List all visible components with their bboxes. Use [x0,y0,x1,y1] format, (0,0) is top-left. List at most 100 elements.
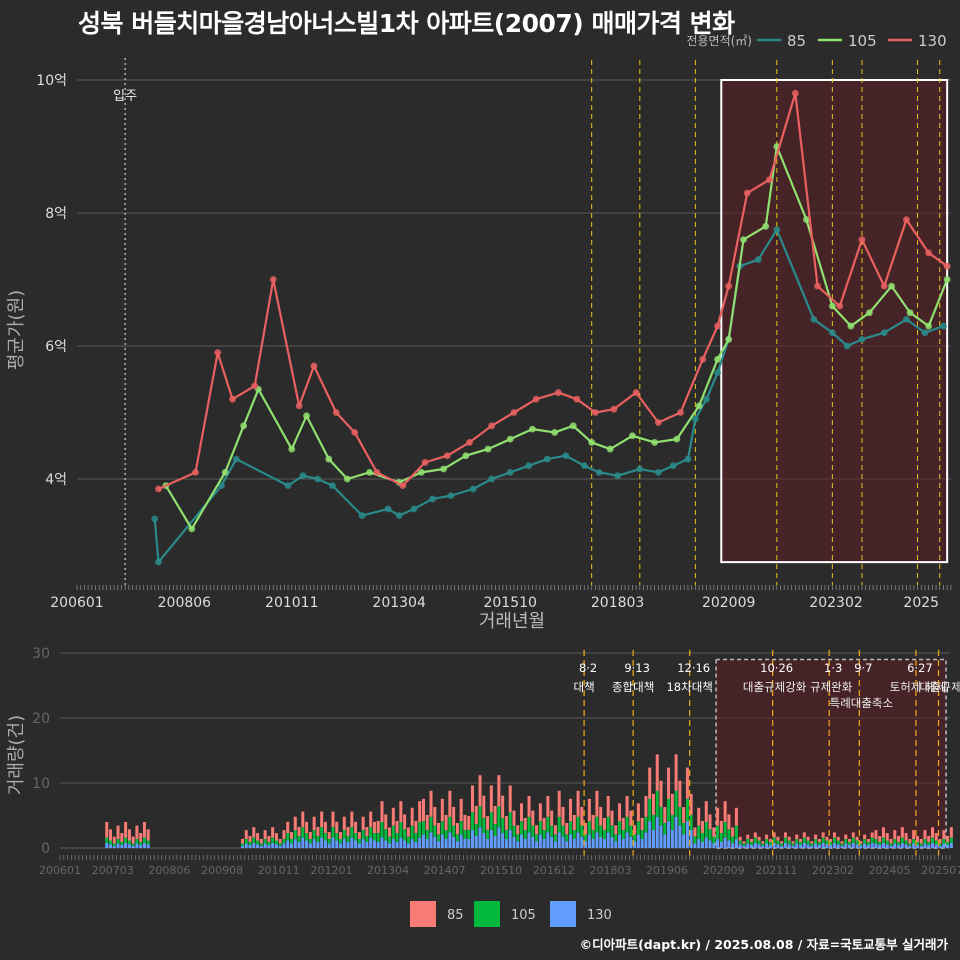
series-point-85 [314,475,322,483]
bar-130 [520,834,524,848]
bar-130 [731,843,735,848]
bar-105 [146,840,150,845]
bar-130 [320,837,324,848]
bar-105 [814,839,818,844]
bar-105 [565,834,569,842]
bar-85 [542,817,546,830]
series-point-105 [462,452,470,460]
bar-85 [282,830,286,840]
bar-85 [659,780,663,807]
bar-85 [112,836,116,844]
bar-105 [535,834,539,842]
bar-130 [614,841,618,848]
bar-130 [829,844,833,848]
bar-105 [297,835,301,842]
bar-85 [655,754,659,791]
bar-highlight-box [715,658,947,849]
bar-105 [550,825,554,837]
bar-130 [648,821,652,848]
bar-130 [927,844,931,848]
bar-85 [135,825,139,840]
bar-85 [599,806,603,826]
bar-85 [746,834,750,840]
series-point-85 [921,329,929,337]
bar-85 [512,810,516,826]
bar-130 [602,838,606,848]
bar-105 [757,840,761,845]
bar-85 [836,836,840,841]
series-point-105 [695,402,703,410]
bar-x-tick-label: 200601 [39,864,81,877]
bar-85 [146,829,150,841]
bar-85 [606,796,610,817]
bar-105 [799,841,803,845]
bar-85 [520,803,524,822]
bar-85 [674,754,678,791]
bar-85 [455,822,459,835]
bar-85 [930,827,934,838]
bar-105 [587,821,591,835]
series-point-105 [240,422,248,430]
bar-130 [659,825,663,848]
bar-130 [395,841,399,848]
bar-130 [870,842,874,848]
highlight-box [720,79,949,564]
bar-130 [384,840,388,848]
bar-105 [440,821,444,835]
series-point-105 [714,355,721,363]
bar-85 [508,785,512,813]
bar-105 [934,840,938,845]
bar-85 [452,806,456,826]
bar-130 [301,837,305,848]
bar-105 [516,834,520,842]
bar-105 [900,837,904,843]
bar-105 [376,832,380,842]
bar-105 [455,834,459,842]
bar-105 [584,834,588,842]
y-tick-label: 8억 [45,206,67,222]
bar-85 [576,790,580,817]
series-point-130 [251,382,259,390]
x-tick-label: 202302 [809,595,862,611]
bar-105 [678,806,682,826]
bar-105 [908,843,912,846]
bar-105 [312,830,316,840]
bar-85 [459,798,463,822]
bar-105 [478,806,482,828]
bar-85 [244,830,248,840]
bar-85 [881,827,885,838]
bar-130 [700,841,704,848]
bar-legend-label-85: 85 [447,908,464,923]
bar-130 [380,837,384,848]
bar-130 [708,840,712,848]
bar-85 [697,807,701,826]
bar-130 [674,816,678,848]
series-point-130 [714,322,721,330]
series-point-85 [614,472,622,480]
legend-label-85: 85 [787,32,806,50]
bar-130 [780,845,784,848]
bar-legend-label-105: 105 [511,908,536,923]
bar-85 [433,806,437,826]
policy-date: 1·3 [824,661,842,675]
bar-105 [621,829,625,839]
bar-130 [874,843,878,848]
bar-130 [448,832,452,848]
series-point-105 [673,435,681,443]
bar-105 [791,843,795,846]
bar-130 [742,845,746,848]
bar-85 [252,827,256,838]
bar-130 [135,843,139,848]
bar-130 [599,836,603,848]
bar-85 [878,835,882,842]
bar-130 [859,845,863,848]
bar-105 [286,833,290,841]
series-point-130 [743,189,751,197]
series-point-85 [903,316,910,323]
bar-130 [263,843,267,848]
bar-85 [421,798,425,822]
bar-105 [139,841,143,845]
bar-130 [516,841,520,848]
bar-85 [440,798,444,822]
bar-105 [685,798,689,822]
